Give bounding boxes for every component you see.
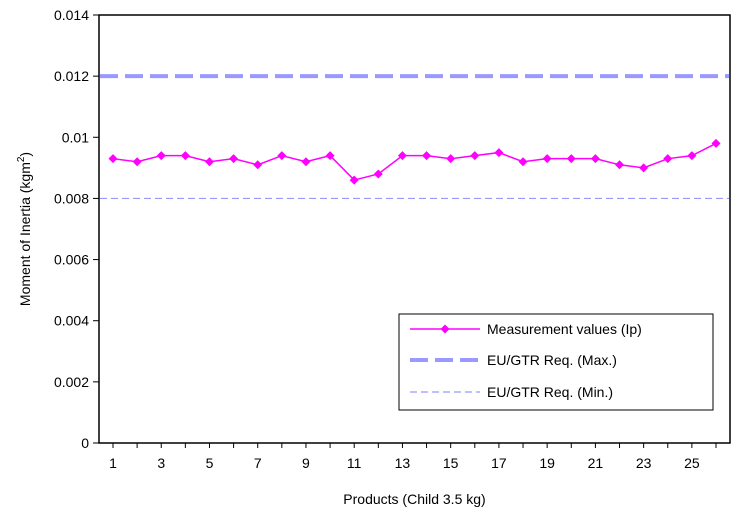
measurement-point (470, 151, 480, 161)
y-tick-label: 0.002 (54, 374, 89, 390)
measurement-point (349, 175, 359, 185)
y-tick-label: 0.006 (54, 252, 89, 268)
x-tick-label: 5 (206, 455, 214, 471)
measurement-point (156, 151, 166, 161)
x-tick-label: 9 (302, 455, 310, 471)
x-tick-label: 19 (539, 455, 555, 471)
x-axis: 1 3 5 7 9 11 13 15 17 19 21 23 25 (109, 443, 717, 471)
legend-label: EU/GTR Req. (Min.) (487, 384, 613, 400)
x-tick-label: 11 (347, 455, 362, 471)
legend-label: EU/GTR Req. (Max.) (487, 352, 617, 368)
measurement-point (277, 151, 287, 161)
y-axis: 0 0.002 0.004 0.006 0.008 0.01 0.012 0.014 (54, 7, 99, 451)
measurement-point (325, 151, 335, 161)
measurement-point (711, 138, 721, 148)
y-tick-label: 0.012 (54, 68, 89, 84)
y-axis-title-close: ) (17, 152, 33, 157)
measurement-point (446, 154, 456, 164)
measurement-point (132, 157, 142, 167)
measurement-point (253, 160, 263, 170)
x-tick-label: 7 (254, 455, 262, 471)
measurement-point (229, 154, 239, 164)
y-tick-label: 0.004 (54, 313, 89, 329)
legend: Measurement values (Ip) EU/GTR Req. (Max.… (398, 313, 714, 411)
x-tick-label: 15 (443, 455, 459, 471)
x-tick-label: 21 (588, 455, 604, 471)
measurement-point (663, 154, 673, 164)
measurement-point (397, 151, 407, 161)
y-axis-title-main: Moment of Inertia (kgm (17, 162, 33, 306)
requirement-lines (100, 74, 729, 200)
measurement-point (566, 154, 576, 164)
measurement-point (373, 169, 383, 179)
measurement-point (639, 163, 649, 173)
x-axis-title: Products (Child 3.5 kg) (343, 491, 485, 507)
x-tick-label: 23 (636, 455, 652, 471)
measurement-point (180, 151, 190, 161)
x-tick-label: 25 (684, 455, 700, 471)
measurement-point (494, 148, 504, 158)
y-axis-title-superscript: 2 (16, 156, 27, 162)
y-tick-label: 0.01 (62, 129, 89, 145)
x-tick-label: 1 (109, 455, 117, 471)
x-tick-label: 13 (395, 455, 411, 471)
measurement-point (301, 157, 311, 167)
y-tick-label: 0.008 (54, 190, 89, 206)
legend-marker-measurement (440, 324, 450, 334)
measurement-point (422, 151, 432, 161)
measurement-point (615, 160, 625, 170)
y-axis-title: Moment of Inertia (kgm2) (16, 152, 33, 306)
y-tick-label: 0 (81, 435, 89, 451)
measurement-point (687, 151, 697, 161)
measurement-series (108, 138, 721, 185)
legend-label: Measurement values (Ip) (487, 321, 642, 337)
measurement-point (518, 157, 528, 167)
measurement-line (112, 142, 717, 181)
measurement-point (204, 157, 214, 167)
measurement-point (590, 154, 600, 164)
y-tick-label: 0.014 (54, 7, 89, 23)
measurement-point (108, 154, 118, 164)
x-tick-label: 3 (157, 455, 165, 471)
measurement-point (542, 154, 552, 164)
x-tick-label: 17 (491, 455, 507, 471)
